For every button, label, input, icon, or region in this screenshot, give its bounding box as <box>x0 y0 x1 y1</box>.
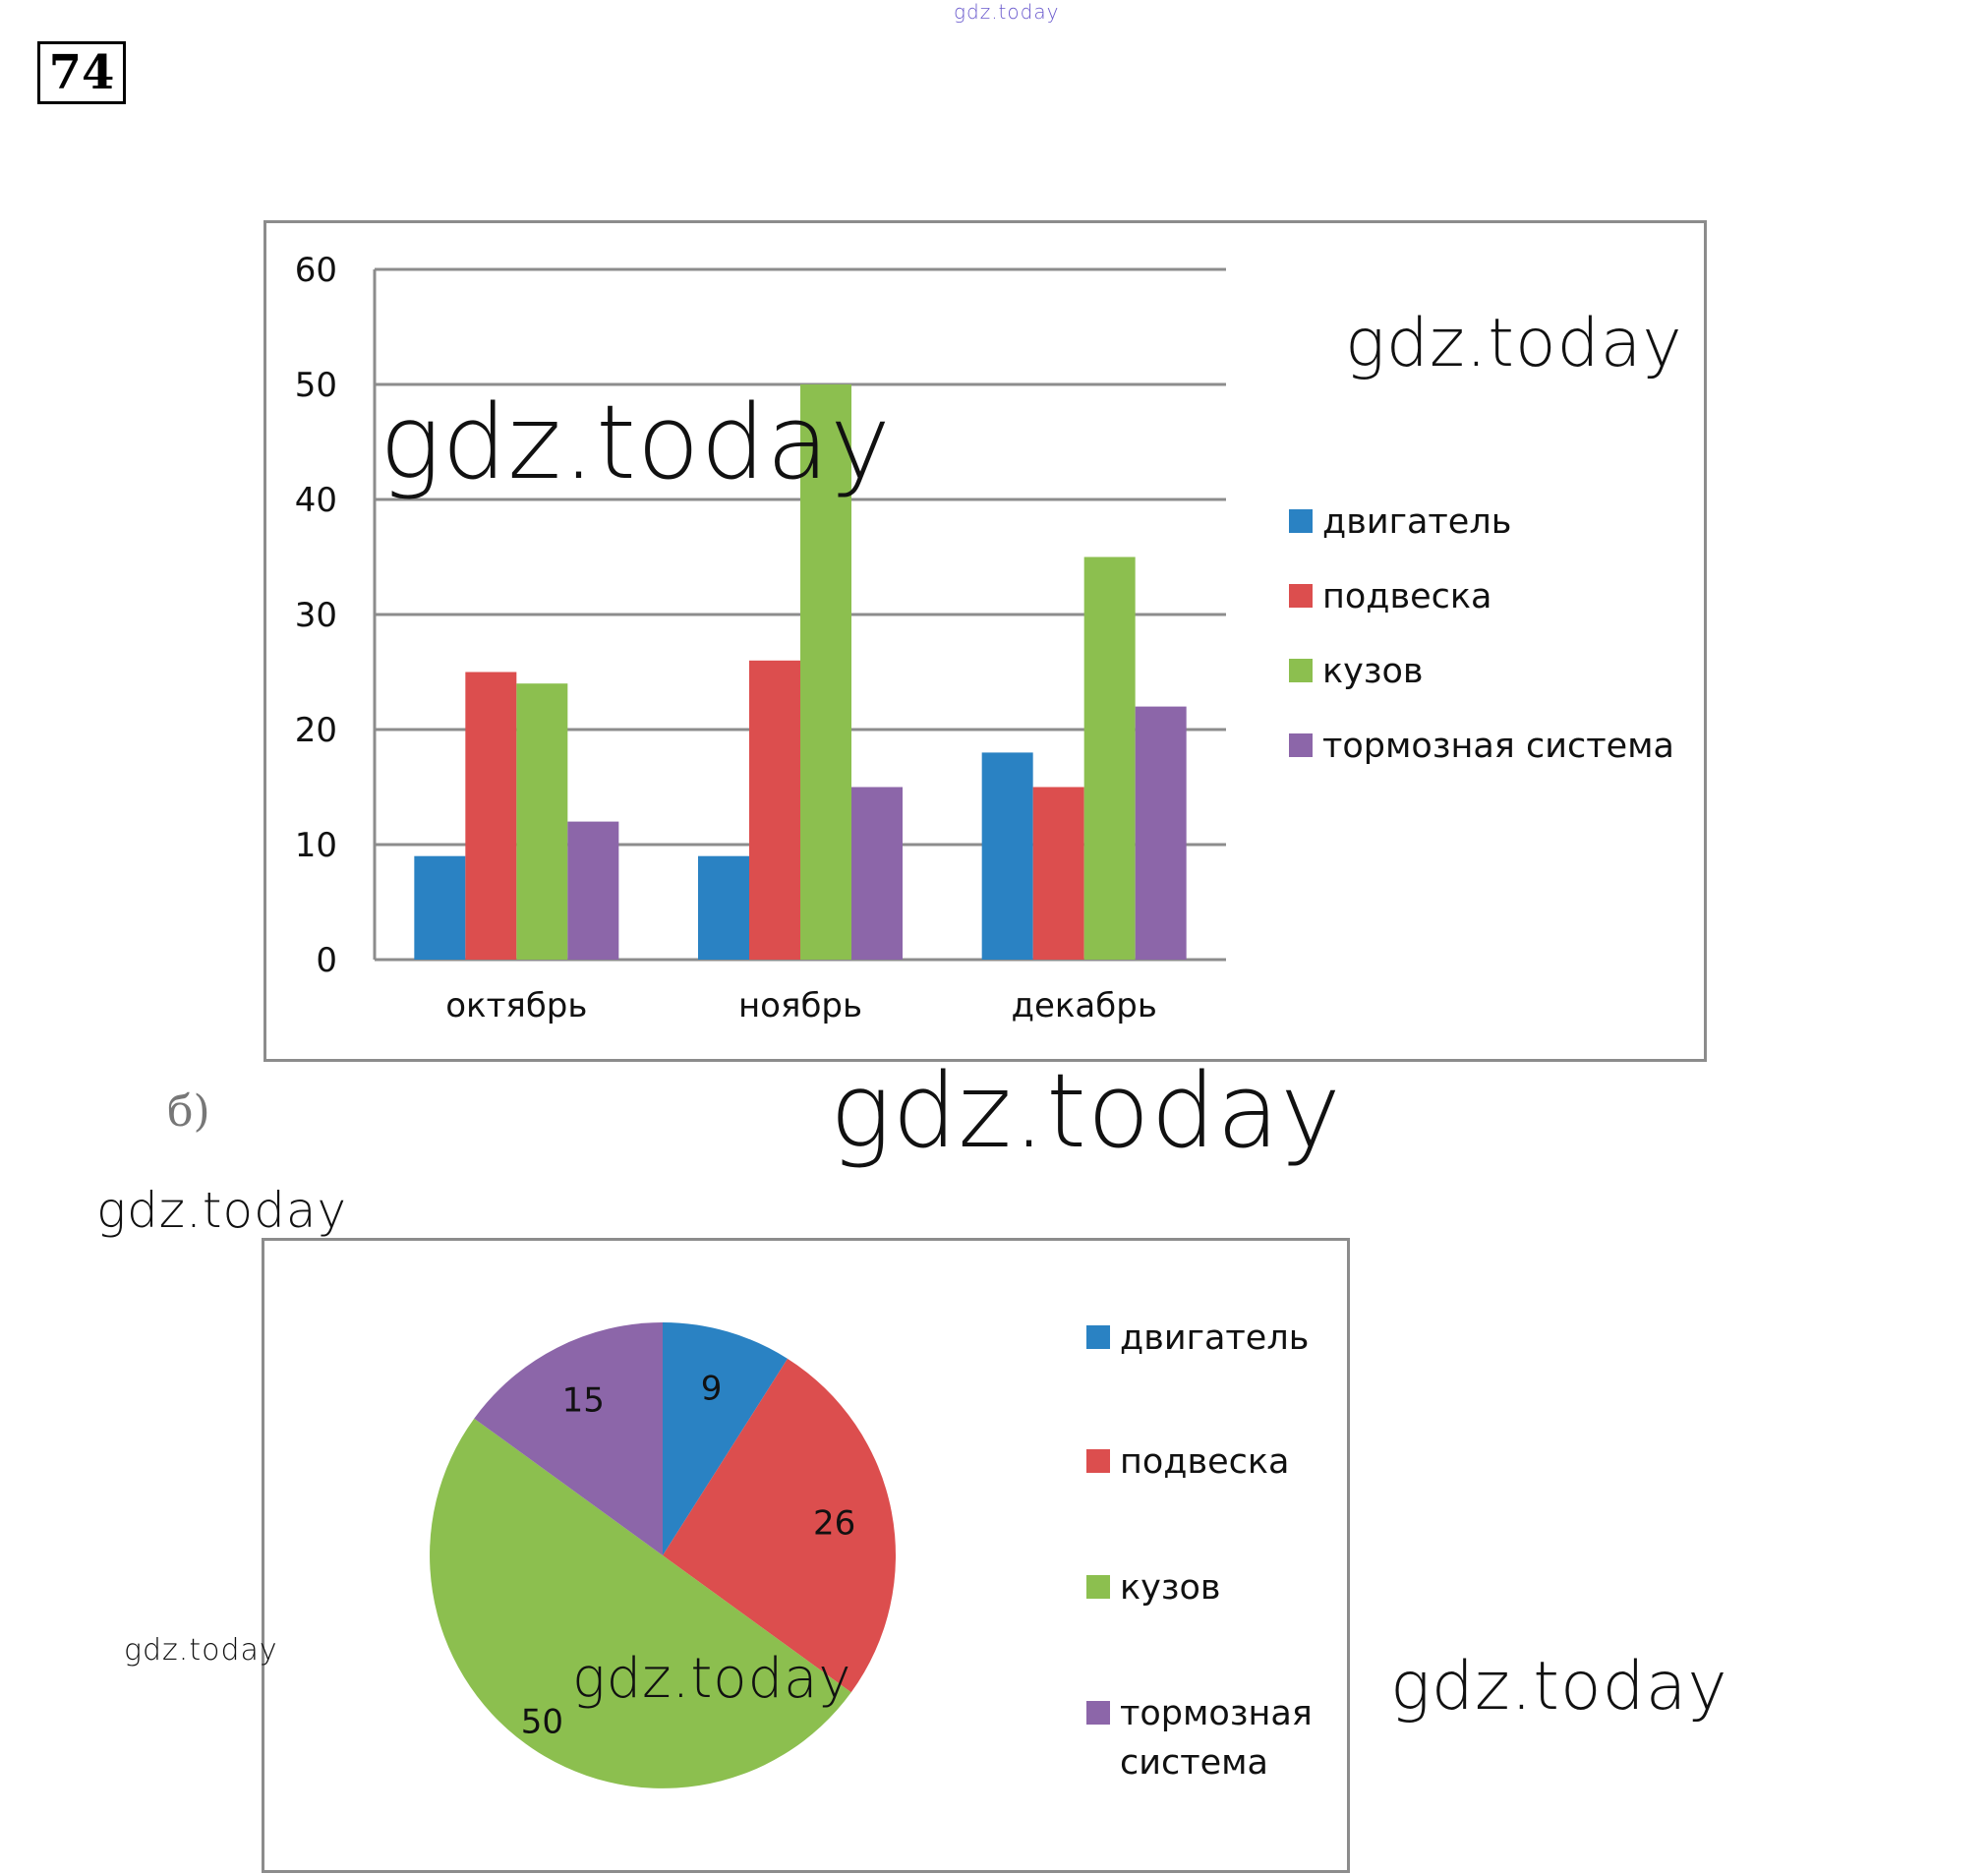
legend-label: подвеска <box>1120 1442 1290 1482</box>
y-tick-label: 50 <box>295 366 337 405</box>
legend-swatch <box>1289 509 1313 533</box>
bar-chart: 0 10 20 30 40 50 60 октябрь ноябрь декабрь двигате… <box>295 251 1674 1025</box>
part-label: б) <box>167 1086 210 1137</box>
watermark: gdz.today <box>124 1633 278 1668</box>
bar <box>698 855 749 960</box>
pie-data-label: 26 <box>813 1504 855 1544</box>
bar <box>516 683 568 960</box>
watermark: gdz.today <box>96 1182 348 1239</box>
legend-swatch <box>1289 659 1313 682</box>
watermark: gdz.today <box>380 382 892 502</box>
legend-label: двигатель <box>1322 502 1511 542</box>
pie-chart: 9 26 50 15 двигатель подвеска кузов тормозная си… <box>430 1318 1313 1788</box>
bar <box>800 384 851 960</box>
y-tick-label: 0 <box>316 941 337 980</box>
watermark: gdz.today <box>572 1647 852 1711</box>
y-tick-label: 30 <box>295 596 337 635</box>
pie-data-label: 50 <box>521 1703 563 1742</box>
legend-swatch <box>1086 1575 1110 1599</box>
bar <box>1083 556 1136 960</box>
bar <box>749 660 800 960</box>
bar <box>567 821 619 960</box>
watermark: gdz.today <box>1345 305 1683 382</box>
x-tick-label: декабрь <box>1011 986 1156 1025</box>
bar <box>414 855 466 960</box>
watermark: gdz.today <box>1390 1648 1728 1726</box>
legend-swatch <box>1086 1701 1110 1725</box>
legend-label: подвеска <box>1322 577 1492 616</box>
y-tick-label: 40 <box>295 481 337 520</box>
pie-chart-frame: 9 26 50 15 двигатель подвеска кузов тормозная си… <box>262 1238 1350 1873</box>
problem-number: 74 <box>37 41 126 104</box>
pie-slice <box>663 1358 896 1693</box>
legend-swatch <box>1289 584 1313 608</box>
legend-swatch <box>1086 1325 1110 1349</box>
bar <box>465 672 517 960</box>
legend-label: тормозная система <box>1322 727 1674 766</box>
y-tick-label: 60 <box>295 251 337 290</box>
x-tick-label: октябрь <box>445 986 587 1025</box>
pie-slice <box>430 1418 851 1788</box>
x-tick-label: ноябрь <box>738 986 862 1025</box>
bar-chart-frame: 0 10 20 30 40 50 60 октябрь ноябрь декабрь двигате… <box>263 220 1707 1062</box>
bar <box>1135 706 1187 960</box>
legend-label: двигатель <box>1120 1318 1309 1358</box>
pie-slice <box>663 1322 788 1555</box>
legend-swatch <box>1086 1449 1110 1473</box>
legend-label: кузов <box>1322 652 1424 691</box>
watermark: gdz.today <box>830 1051 1342 1171</box>
legend-label: тормозная <box>1120 1694 1313 1733</box>
bar <box>851 787 903 960</box>
legend-label: кузов <box>1120 1568 1221 1608</box>
bar <box>981 752 1033 960</box>
pie-data-label: 9 <box>701 1369 723 1408</box>
bar <box>1032 787 1084 960</box>
pie-slice <box>474 1322 663 1555</box>
legend-label: система <box>1120 1743 1268 1783</box>
y-tick-label: 10 <box>295 826 337 865</box>
watermark: gdz.today <box>954 0 1060 24</box>
pie-data-label: 15 <box>562 1381 605 1421</box>
legend-swatch <box>1289 733 1313 757</box>
y-tick-label: 20 <box>295 711 337 750</box>
